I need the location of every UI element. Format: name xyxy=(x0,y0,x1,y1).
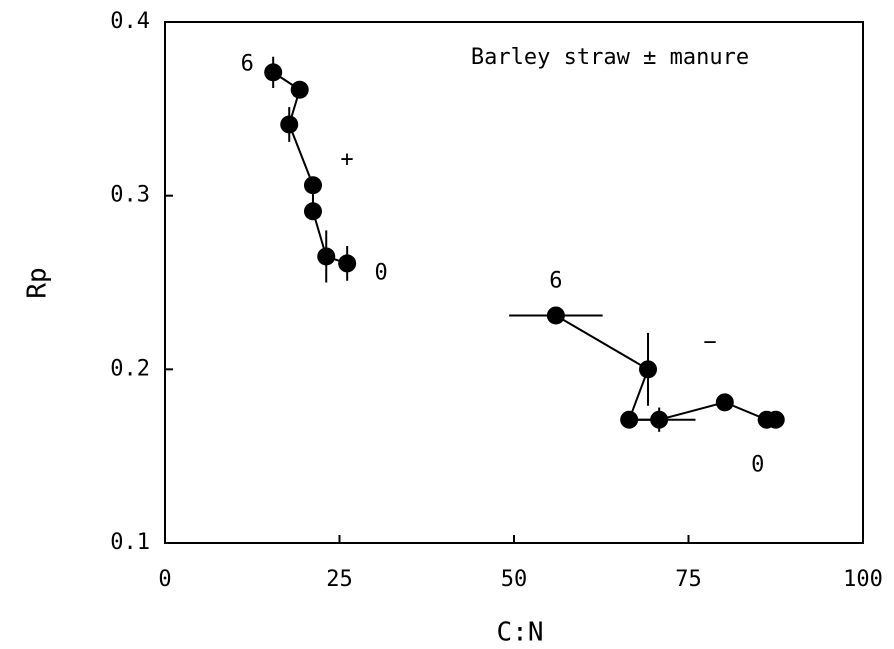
chart-title: Barley straw ± manure xyxy=(471,45,749,70)
point xyxy=(546,306,565,325)
x-tick-label: 25 xyxy=(326,567,353,592)
point xyxy=(280,115,299,134)
point xyxy=(303,202,322,221)
series-label: + xyxy=(340,147,353,172)
point xyxy=(715,393,734,412)
x-tick-label: 100 xyxy=(843,567,883,592)
series-line xyxy=(555,314,776,421)
point xyxy=(290,80,309,99)
start-label: 6 xyxy=(549,268,562,293)
point xyxy=(639,360,658,379)
series-line xyxy=(272,71,348,265)
start-label: 6 xyxy=(241,51,254,76)
x-axis-title: C:N xyxy=(497,618,544,648)
point xyxy=(766,410,785,429)
end-label: 0 xyxy=(375,260,388,285)
x-tick-label: 0 xyxy=(158,567,171,592)
point xyxy=(264,63,283,82)
y-tick-label: 0.4 xyxy=(110,9,150,34)
y-tick-label: 0.3 xyxy=(110,183,150,208)
point xyxy=(303,176,322,195)
point xyxy=(338,254,357,273)
y-axis-title: Rp xyxy=(23,267,53,298)
x-tick-label: 75 xyxy=(675,567,702,592)
point xyxy=(317,247,336,266)
x-tick-label: 50 xyxy=(501,567,528,592)
y-tick-label: 0.2 xyxy=(110,356,150,381)
end-label: 0 xyxy=(751,453,764,478)
series-label: − xyxy=(703,330,716,355)
y-tick-label: 0.1 xyxy=(110,530,150,555)
point xyxy=(650,410,669,429)
